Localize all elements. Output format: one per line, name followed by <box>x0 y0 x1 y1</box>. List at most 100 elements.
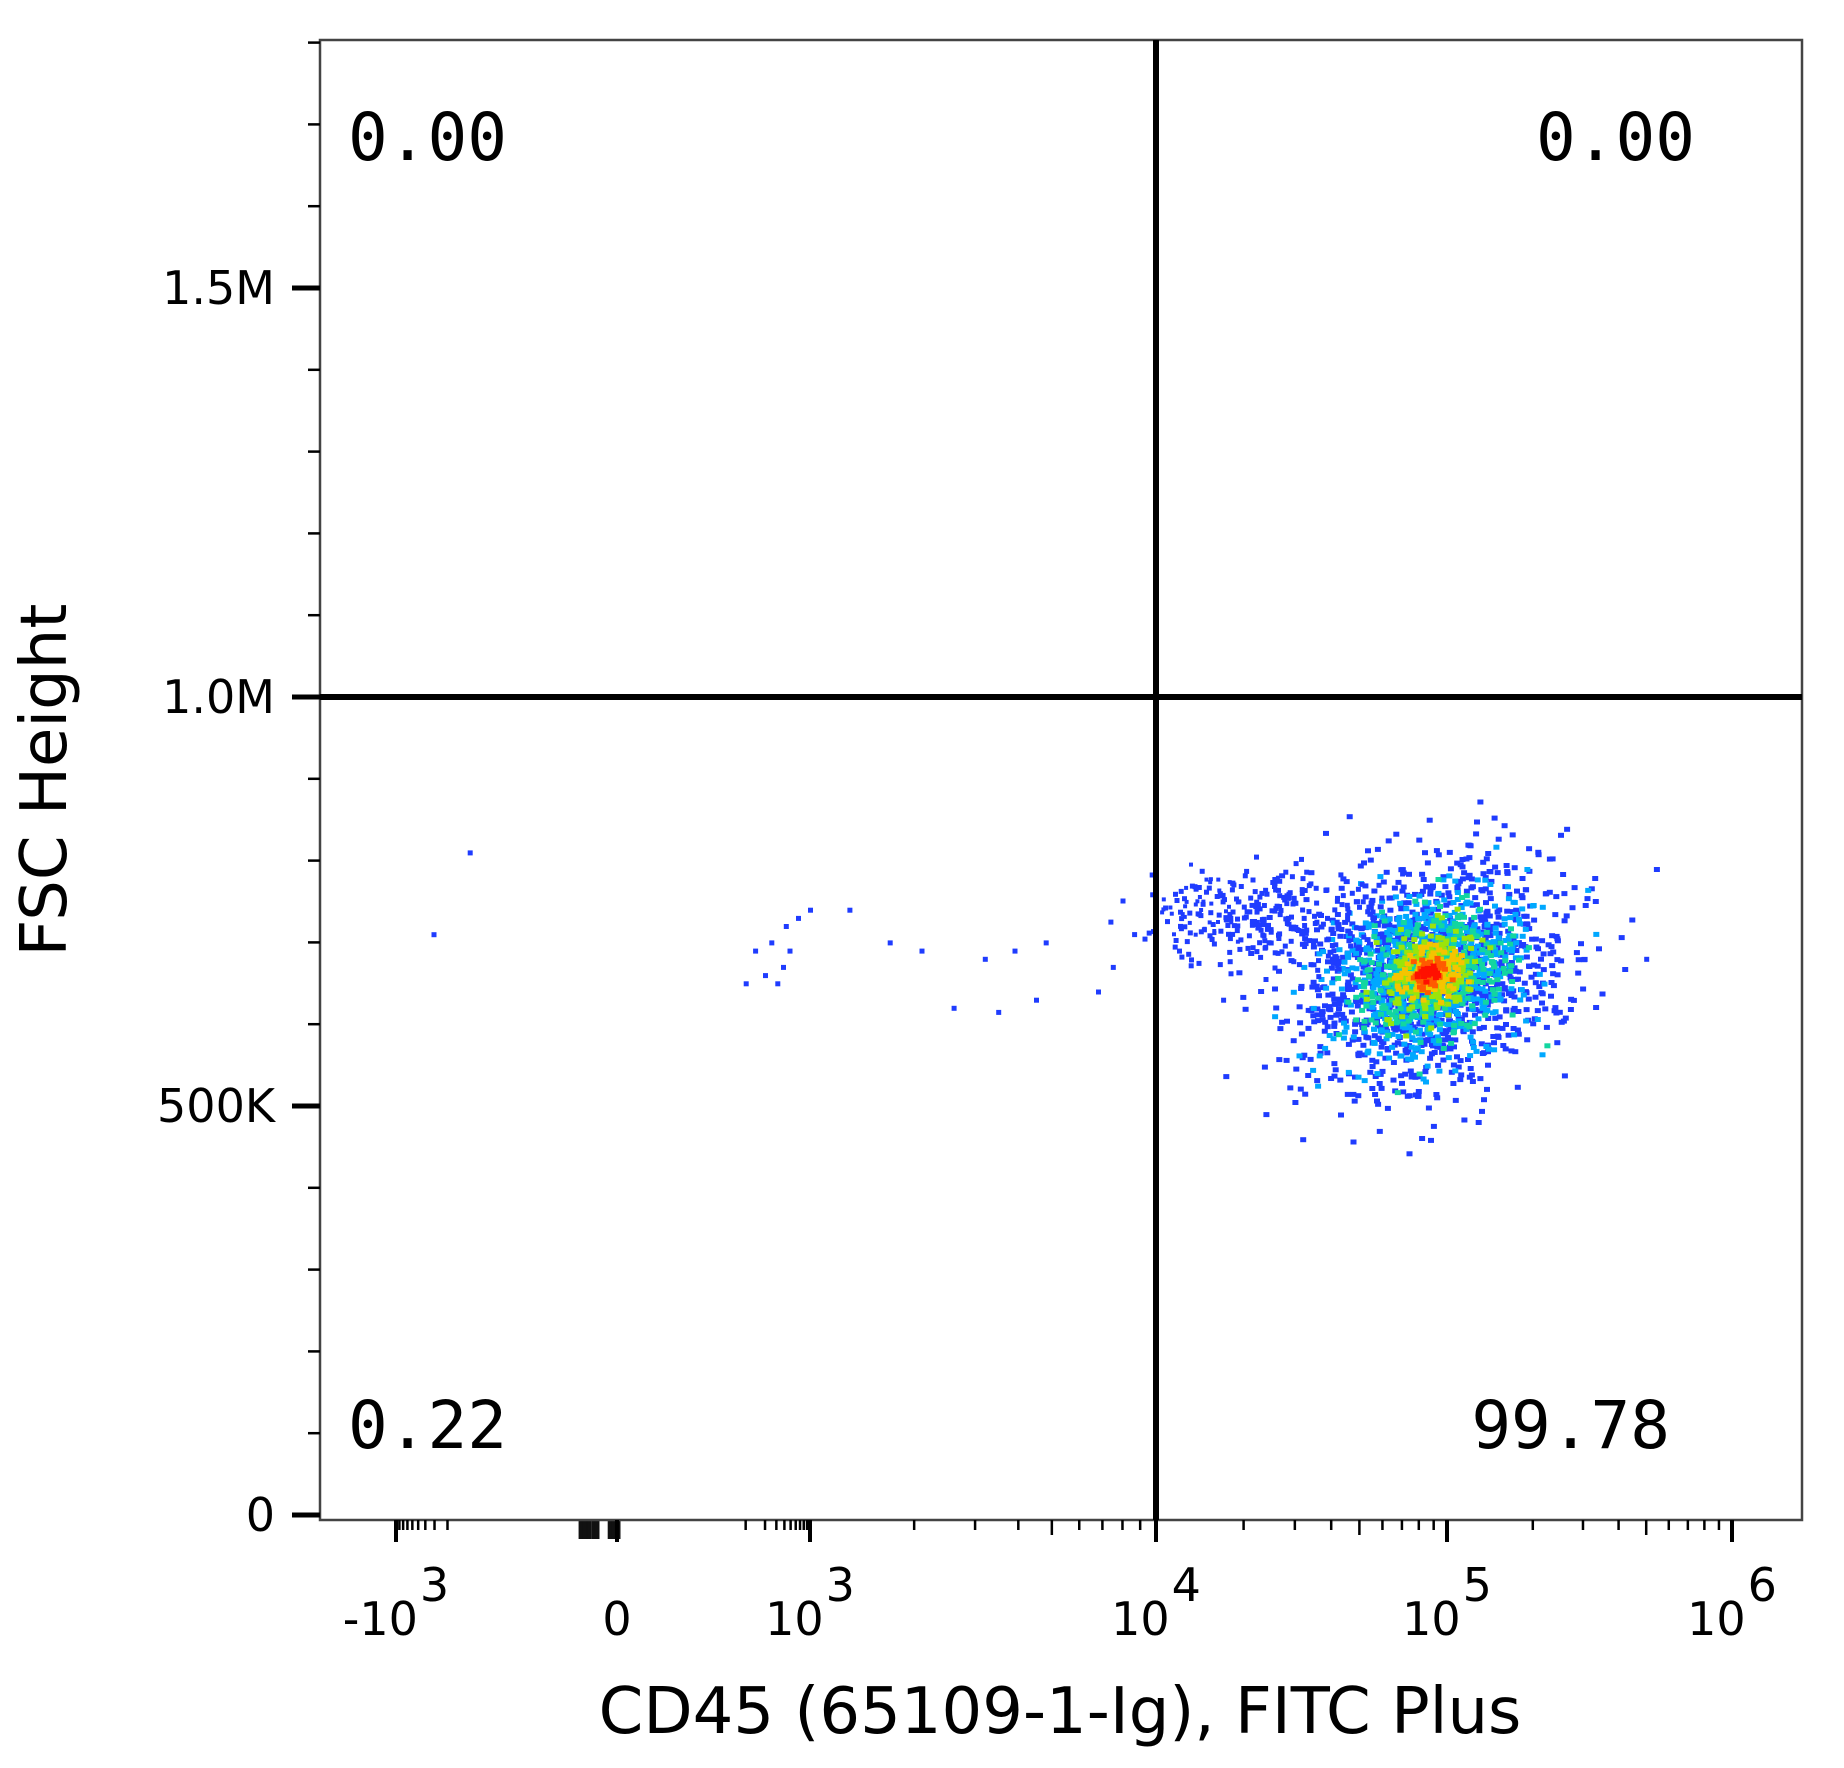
event-dot <box>1558 832 1564 838</box>
event-dot <box>1480 871 1487 877</box>
event-dot <box>1441 966 1448 972</box>
event-dot <box>1507 975 1514 981</box>
event-dot <box>1461 870 1468 876</box>
event-dot <box>1120 898 1126 904</box>
event-dot <box>1414 1045 1421 1051</box>
event-dot <box>1279 949 1285 955</box>
event-dot <box>1512 1049 1519 1055</box>
event-dot <box>1420 1019 1427 1025</box>
event-dot <box>1264 926 1270 932</box>
event-dot <box>1414 971 1421 977</box>
event-dot <box>1454 1054 1460 1060</box>
event-dot <box>1486 913 1493 919</box>
event-dot <box>1528 974 1535 980</box>
event-dot <box>1333 942 1339 948</box>
event-dot <box>1283 916 1289 922</box>
event-dot <box>1503 1022 1509 1027</box>
event-dot <box>1482 988 1489 994</box>
event-dot <box>1418 990 1425 996</box>
event-dot <box>1262 938 1268 944</box>
event-dot <box>1388 972 1394 978</box>
event-dot <box>1340 954 1347 960</box>
event-dot <box>1330 960 1337 966</box>
event-dot <box>1317 941 1324 947</box>
event-dot <box>1316 1053 1323 1059</box>
event-dot <box>1481 957 1488 963</box>
event-dot <box>1498 950 1505 956</box>
event-dot <box>1227 880 1232 885</box>
event-dot <box>1296 1053 1303 1059</box>
event-dot <box>1497 996 1504 1002</box>
event-dot <box>1399 994 1406 999</box>
event-dot <box>1421 899 1428 905</box>
event-dot <box>1272 1014 1279 1020</box>
event-dot <box>1399 867 1406 873</box>
event-dot <box>1454 885 1461 891</box>
event-dot <box>1518 943 1525 949</box>
event-dot <box>1377 1071 1384 1077</box>
event-dot <box>1500 986 1507 992</box>
event-dot <box>1503 863 1510 868</box>
event-dot <box>1336 1006 1342 1012</box>
event-dot <box>1394 979 1401 985</box>
event-dot <box>1419 1136 1426 1141</box>
event-dot <box>1504 870 1511 876</box>
event-dot <box>1383 948 1390 954</box>
event-dot <box>1550 983 1557 989</box>
event-dot <box>1592 876 1599 881</box>
event-dot <box>1443 938 1450 944</box>
event-dot <box>1449 957 1456 963</box>
event-dot <box>1418 1049 1425 1055</box>
event-dot <box>1428 1137 1434 1143</box>
event-dot <box>467 850 473 856</box>
event-dot <box>1473 934 1480 940</box>
event-dot <box>1485 968 1492 974</box>
event-dot <box>1447 941 1454 947</box>
event-dot <box>1182 914 1187 919</box>
event-dot <box>1362 883 1369 889</box>
event-dot <box>1481 1097 1487 1103</box>
event-dot <box>1479 980 1486 985</box>
event-dot <box>1252 919 1257 924</box>
event-dot <box>1343 1002 1350 1008</box>
event-dot <box>1517 921 1524 927</box>
event-dot <box>1516 916 1522 922</box>
event-dot <box>919 948 925 954</box>
event-dot <box>1553 1010 1560 1016</box>
event-dot <box>1331 1061 1338 1067</box>
event-dot <box>1336 947 1343 953</box>
event-dot <box>1440 1046 1447 1051</box>
event-dot <box>1272 965 1278 971</box>
event-dot <box>1346 984 1353 990</box>
event-dot <box>1432 1015 1439 1021</box>
x-tick-label: 106 <box>1687 1558 1777 1646</box>
event-dot <box>1173 938 1179 943</box>
event-dot <box>1399 970 1406 976</box>
event-dot <box>1348 1009 1355 1015</box>
event-dot <box>1434 970 1441 976</box>
event-dot <box>1501 823 1508 829</box>
event-dot <box>1378 1024 1385 1030</box>
event-dot <box>1449 952 1456 958</box>
event-dot <box>1535 946 1541 952</box>
event-dot <box>1276 936 1282 941</box>
event-dot <box>1422 1006 1429 1012</box>
event-dot <box>1399 1014 1406 1020</box>
event-dot <box>1506 891 1513 897</box>
event-dot <box>1467 987 1474 993</box>
event-dot <box>1382 1006 1389 1011</box>
event-dot <box>1179 916 1185 922</box>
event-dot <box>1399 1028 1406 1034</box>
event-dot <box>1394 1040 1401 1046</box>
event-dot <box>1386 922 1393 928</box>
event-dot <box>1397 1006 1404 1012</box>
event-dot <box>1420 1076 1427 1082</box>
event-dot <box>1511 965 1518 971</box>
event-dot <box>1491 991 1498 997</box>
event-dot <box>1516 969 1523 975</box>
event-dot <box>1467 1034 1474 1040</box>
event-dot <box>1272 884 1277 889</box>
event-dot <box>1413 990 1420 996</box>
event-dot <box>1320 949 1327 955</box>
event-dot <box>1172 944 1178 950</box>
